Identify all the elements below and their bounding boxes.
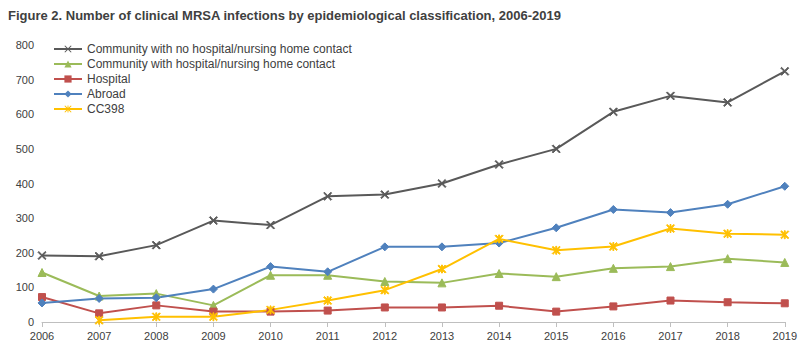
svg-text:2006: 2006 bbox=[30, 330, 54, 342]
svg-text:Community with hospital/nursin: Community with hospital/nursing home con… bbox=[87, 57, 336, 71]
svg-text:2016: 2016 bbox=[601, 330, 625, 342]
svg-text:2011: 2011 bbox=[316, 330, 340, 342]
svg-text:300: 300 bbox=[16, 212, 34, 224]
svg-text:2019: 2019 bbox=[773, 330, 797, 342]
svg-text:500: 500 bbox=[16, 143, 34, 155]
svg-text:2018: 2018 bbox=[715, 330, 739, 342]
svg-text:2010: 2010 bbox=[258, 330, 282, 342]
svg-text:2008: 2008 bbox=[144, 330, 168, 342]
svg-text:2015: 2015 bbox=[544, 330, 568, 342]
svg-text:2013: 2013 bbox=[430, 330, 454, 342]
svg-text:2009: 2009 bbox=[201, 330, 225, 342]
svg-text:400: 400 bbox=[16, 178, 34, 190]
svg-text:100: 100 bbox=[16, 281, 34, 293]
svg-text:2017: 2017 bbox=[658, 330, 682, 342]
svg-text:2014: 2014 bbox=[487, 330, 511, 342]
svg-text:800: 800 bbox=[16, 39, 34, 51]
svg-text:Hospital: Hospital bbox=[87, 72, 130, 86]
svg-text:600: 600 bbox=[16, 108, 34, 120]
svg-text:CC398: CC398 bbox=[87, 102, 125, 116]
svg-text:Figure 2. Number of clinical M: Figure 2. Number of clinical MRSA infect… bbox=[8, 8, 561, 23]
svg-text:2007: 2007 bbox=[87, 330, 111, 342]
svg-text:200: 200 bbox=[16, 247, 34, 259]
svg-text:700: 700 bbox=[16, 74, 34, 86]
svg-text:0: 0 bbox=[28, 316, 34, 328]
svg-text:Community with no hospital/nur: Community with no hospital/nursing home … bbox=[87, 42, 352, 56]
svg-text:2012: 2012 bbox=[373, 330, 397, 342]
svg-text:Abroad: Abroad bbox=[87, 87, 126, 101]
